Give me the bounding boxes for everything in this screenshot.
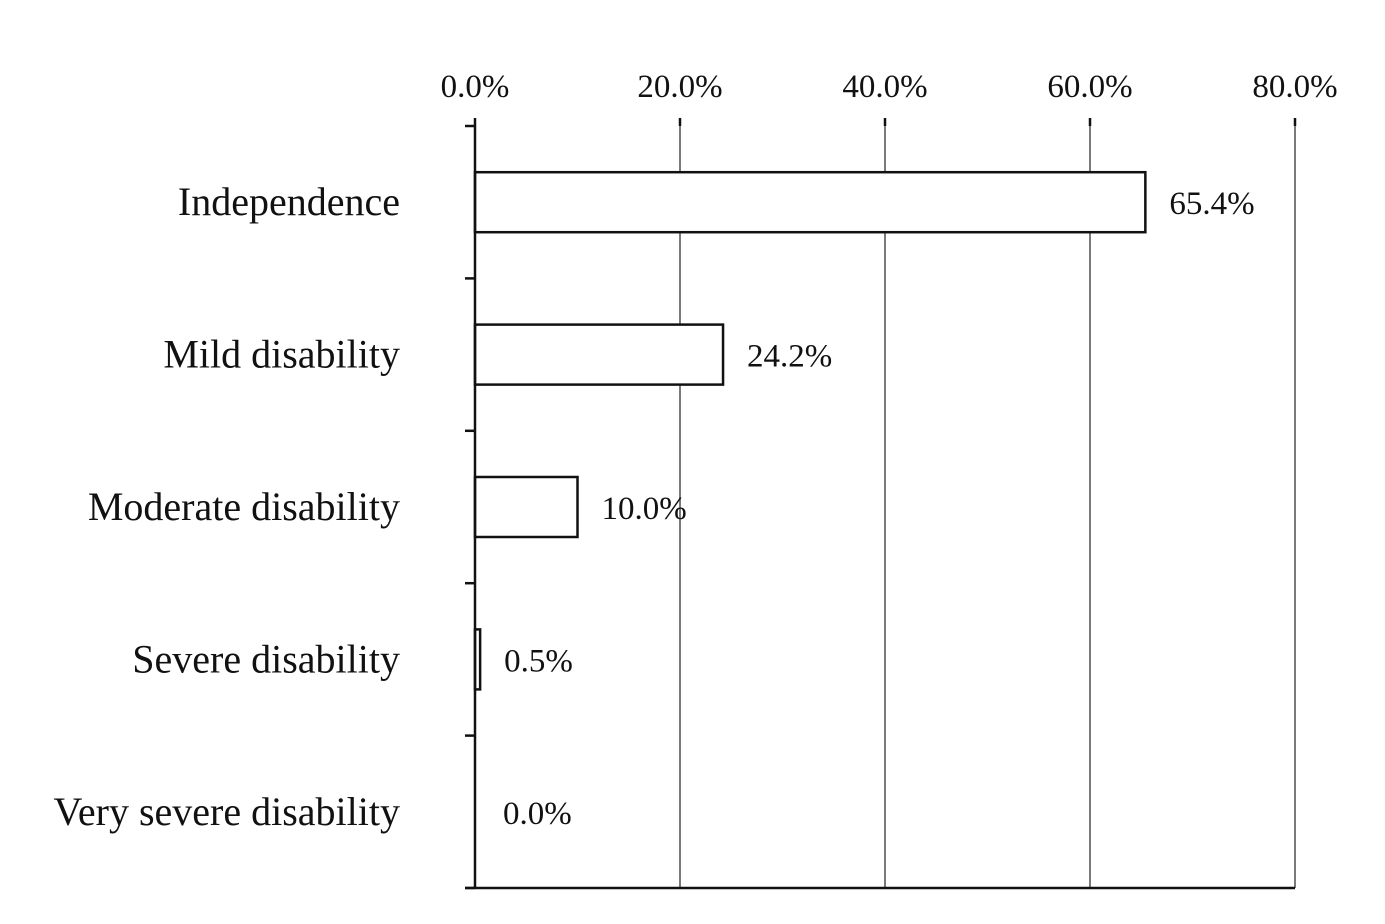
bar-independence: [473, 170, 1147, 234]
gridlines: [679, 118, 1296, 888]
x-tick-labels: 0.0% 20.0% 40.0% 60.0% 80.0%: [441, 69, 1338, 105]
data-labels: 65.4% 24.2% 10.0% 0.5% 0.0%: [503, 186, 1255, 832]
axes: [465, 118, 1297, 890]
bars: [473, 170, 1147, 691]
x-tick-label: 20.0%: [637, 69, 722, 105]
data-label: 0.0%: [503, 796, 572, 832]
category-labels: Independence Mild disability Moderate disa…: [53, 179, 400, 834]
category-label: Mild disability: [163, 332, 400, 377]
data-label: 65.4%: [1169, 186, 1254, 222]
x-tick-label: 80.0%: [1252, 69, 1337, 105]
x-tick-label: 60.0%: [1047, 69, 1132, 105]
category-label: Moderate disability: [88, 484, 400, 529]
bar-moderate-disability: [473, 475, 579, 539]
data-label: 10.0%: [602, 491, 687, 527]
x-tick-label: 0.0%: [441, 69, 510, 105]
category-label: Very severe disability: [53, 789, 400, 834]
data-label: 0.5%: [504, 643, 573, 679]
category-label: Severe disability: [132, 636, 400, 681]
data-label: 24.2%: [747, 339, 832, 375]
x-tick-label: 40.0%: [842, 69, 927, 105]
bar-mild-disability: [473, 323, 725, 386]
category-label: Independence: [178, 179, 400, 224]
